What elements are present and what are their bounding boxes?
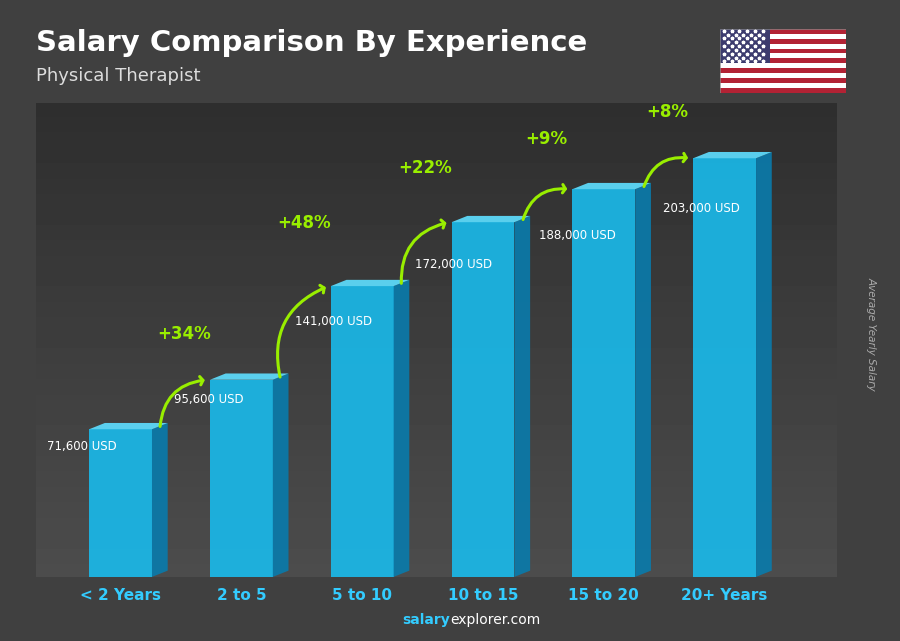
Polygon shape [452,216,530,222]
Bar [720,29,770,63]
Polygon shape [393,280,410,577]
Bar [720,38,846,44]
Text: +8%: +8% [646,103,688,121]
Polygon shape [210,374,289,379]
Text: +48%: +48% [278,215,331,233]
Polygon shape [693,158,756,577]
Text: 71,600 USD: 71,600 USD [47,440,117,453]
Text: salary: salary [402,613,450,627]
Text: +9%: +9% [525,130,567,148]
Bar [720,83,846,88]
Text: Average Yearly Salary: Average Yearly Salary [866,276,877,390]
Text: 203,000 USD: 203,000 USD [663,202,740,215]
Text: explorer.com: explorer.com [450,613,540,627]
Polygon shape [756,152,772,577]
Text: +22%: +22% [399,159,452,177]
Polygon shape [693,152,772,158]
Text: 172,000 USD: 172,000 USD [416,258,492,271]
Bar [720,69,846,73]
Text: 95,600 USD: 95,600 USD [174,393,243,406]
Bar [720,44,846,49]
Bar [720,34,846,38]
Bar [720,29,846,34]
Polygon shape [210,379,273,577]
Polygon shape [273,374,289,577]
Bar [720,49,846,53]
Polygon shape [452,222,515,577]
Polygon shape [89,423,167,429]
Bar [720,73,846,78]
Polygon shape [152,423,167,577]
Bar [720,58,846,63]
Bar [720,88,846,93]
Polygon shape [331,286,393,577]
Text: +34%: +34% [157,324,211,343]
Polygon shape [635,183,651,577]
Text: Physical Therapist: Physical Therapist [36,67,201,85]
Polygon shape [331,280,410,286]
Text: 188,000 USD: 188,000 USD [538,229,616,242]
Bar [720,63,846,69]
Bar [720,78,846,83]
Polygon shape [572,189,635,577]
Polygon shape [515,216,530,577]
Polygon shape [572,183,651,189]
Bar [720,53,846,58]
Text: Salary Comparison By Experience: Salary Comparison By Experience [36,29,587,57]
Text: 141,000 USD: 141,000 USD [294,315,372,328]
Polygon shape [89,429,152,577]
